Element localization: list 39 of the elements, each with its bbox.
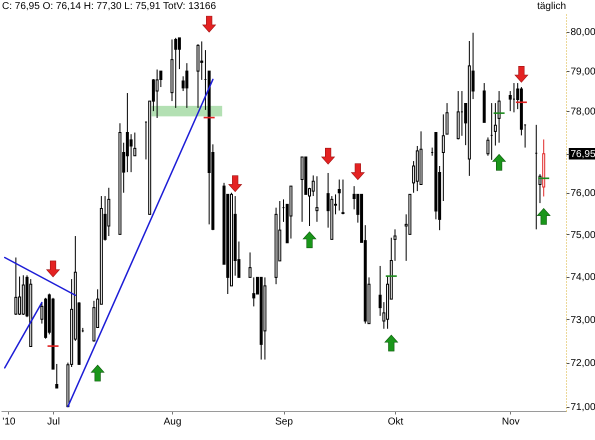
candlestick [178,37,181,70]
y-tick-label: 76,00 [570,188,595,200]
candlestick [133,132,136,156]
y-tick-label: 71,00 [570,402,595,414]
candlestick [126,92,129,173]
candlestick [130,134,133,173]
y-tick-label: 73,00 [570,314,595,326]
x-tick-label: Okt [388,416,404,428]
candlestick [200,40,204,80]
candlestick [341,179,344,215]
candlestick [14,256,18,316]
candlestick [159,70,162,88]
candlestick [248,252,252,278]
y-tick-label: 72,00 [570,358,595,370]
candlestick [312,174,315,197]
candlestick [156,69,159,118]
candlestick [252,276,256,307]
y-tick-label: 80,00 [570,27,595,38]
x-tick-label: '10 [2,416,16,428]
candlestick [55,363,58,389]
text: täglich [537,1,566,12]
candlestick [338,179,341,212]
x-tick-label: Sep [275,416,294,428]
y-tick-label: 74,00 [570,272,595,284]
candlestick [508,90,512,112]
candlestick [185,62,188,108]
y-tick-label: 78,00 [570,106,595,118]
y-tick-label: 75,00 [570,230,595,241]
y-tick-label: 79,00 [570,66,595,78]
x-tick-label: Nov [502,416,520,428]
candlestick [315,176,318,222]
candlestick [498,90,501,144]
candlestick [378,265,382,316]
x-tick-label: Jul [47,416,60,428]
x-tick-label: Aug [164,416,182,428]
candlestick [300,156,304,222]
candlestick [174,37,178,108]
chart-title: C: 76,95 O: 76,14 H: 77,30 L: 75,91 TotV: 13166 [2,1,216,12]
candlestick [442,114,445,202]
